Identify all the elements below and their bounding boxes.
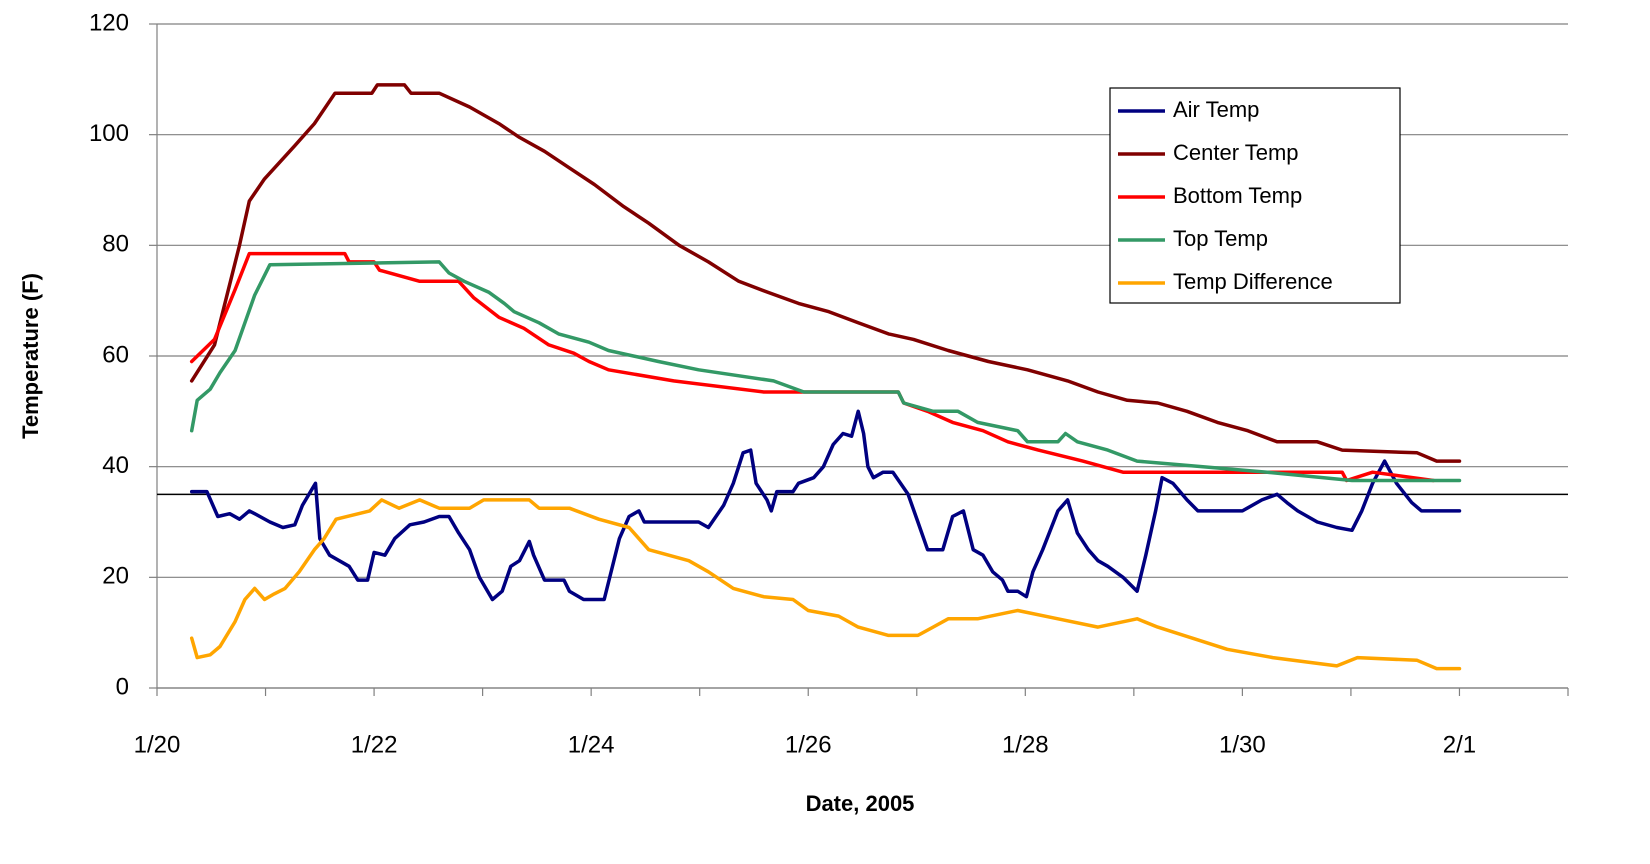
y-tick-label: 20 (102, 563, 129, 590)
legend-label: Bottom Temp (1173, 183, 1302, 208)
y-tick-label: 100 (89, 120, 129, 147)
y-tick-label: 60 (102, 341, 129, 368)
legend-label: Temp Difference (1173, 269, 1333, 294)
y-tick-label: 120 (89, 9, 129, 36)
series-line (189, 260, 1462, 483)
x-tick-label: 2/1 (1443, 731, 1476, 758)
legend-label: Center Temp (1173, 140, 1299, 165)
series-line (189, 83, 1462, 463)
series-line (189, 409, 1462, 602)
x-tick-label: 1/24 (568, 731, 615, 758)
x-tick-label: 1/20 (134, 731, 181, 758)
y-axis-title: Temperature (F) (18, 273, 43, 439)
legend: Air Temp Center Temp Bottom Temp Top Temp Te… (1109, 87, 1401, 304)
x-tick-label: 1/30 (1219, 731, 1266, 758)
legend-label: Air Temp (1173, 97, 1259, 122)
series-line (189, 498, 1462, 671)
y-tick-label: 40 (102, 452, 129, 479)
x-tick-label: 1/28 (1002, 731, 1049, 758)
x-tick-label: 1/22 (351, 731, 398, 758)
y-tick-label: 0 (116, 673, 129, 700)
y-tick-label: 80 (102, 231, 129, 258)
x-tick-label: 1/26 (785, 731, 832, 758)
x-axis-title: Date, 2005 (806, 791, 915, 816)
legend-label: Top Temp (1173, 226, 1268, 251)
